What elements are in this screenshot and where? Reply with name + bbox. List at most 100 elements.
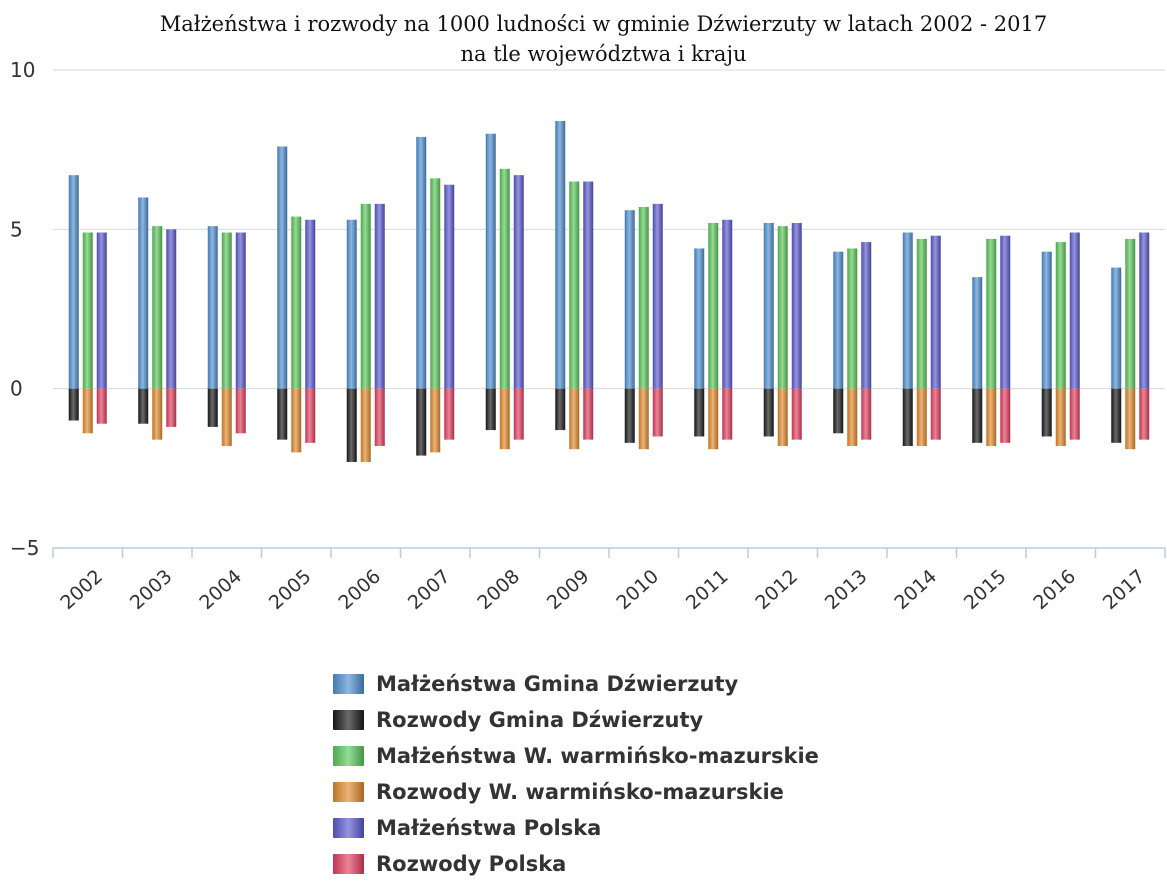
y-tick-label: 5: [10, 217, 23, 241]
legend-item[interactable]: Rozwody W. warmińsko-mazurskie: [333, 774, 819, 810]
bar: [986, 238, 997, 389]
bar: [305, 219, 316, 389]
bar: [96, 232, 107, 389]
bar: [1041, 251, 1052, 389]
bar: [777, 226, 788, 389]
bar: [444, 184, 455, 389]
bar: [722, 219, 733, 389]
bar: [291, 388, 302, 453]
bar: [861, 388, 872, 440]
bar: [861, 242, 872, 389]
bar: [485, 388, 496, 431]
bar: [555, 388, 566, 431]
chart-title: Małżeństwa i rozwody na 1000 ludności w …: [159, 12, 1048, 36]
bar: [652, 388, 663, 437]
bar: [847, 248, 858, 389]
bar: [277, 388, 288, 440]
bar: [1125, 238, 1136, 389]
bar: [652, 203, 663, 389]
bar: [986, 388, 997, 447]
bar: [833, 388, 844, 434]
bar: [972, 388, 983, 443]
bar: [624, 388, 635, 443]
bar: [346, 219, 357, 389]
bar: [791, 222, 802, 389]
bar: [1000, 235, 1011, 389]
legend-label: Małżeństwa W. warmińsko-mazurskie: [376, 744, 819, 768]
legend-item[interactable]: Małżeństwa Polska: [333, 810, 819, 846]
bar: [513, 175, 524, 389]
bar: [791, 388, 802, 440]
bar: [1069, 388, 1080, 440]
bar: [638, 207, 649, 389]
bar: [291, 216, 302, 389]
x-tick-label: 2010: [612, 565, 663, 614]
bar: [68, 388, 79, 421]
bar: [583, 388, 594, 440]
bar: [1000, 388, 1011, 443]
legend-label: Rozwody W. warmińsko-mazurskie: [376, 780, 784, 804]
bar: [569, 181, 580, 389]
bar: [763, 222, 774, 389]
legend-swatch: [333, 674, 364, 694]
bar: [374, 388, 385, 447]
legend-swatch: [333, 782, 364, 802]
legend-swatch: [333, 746, 364, 766]
x-tick-label: 2004: [195, 565, 246, 614]
bar: [583, 181, 594, 389]
bar: [346, 388, 357, 462]
y-tick-label: −5: [10, 536, 39, 560]
legend-label: Małżeństwa Polska: [376, 816, 602, 840]
x-tick-label: 2007: [404, 565, 455, 614]
legend-item[interactable]: Małżeństwa Gmina Dźwierzuty: [333, 666, 819, 702]
bar: [555, 120, 566, 389]
bar: [221, 232, 232, 389]
x-tick-label: 2008: [473, 565, 524, 614]
bar: [694, 248, 705, 389]
bar: [1111, 388, 1122, 443]
bar: [152, 226, 163, 389]
bar: [485, 133, 496, 389]
bar: [1139, 388, 1150, 440]
x-tick-label: 2002: [56, 565, 107, 614]
bar: [1055, 242, 1066, 389]
bar: [763, 388, 774, 437]
legend-label: Rozwody Polska: [376, 852, 567, 876]
legend-swatch: [333, 818, 364, 838]
bar: [207, 226, 218, 389]
bar: [1041, 388, 1052, 437]
bar: [360, 388, 371, 462]
legend-item[interactable]: Rozwody Gmina Dźwierzuty: [333, 702, 819, 738]
x-tick-label: 2015: [960, 565, 1011, 614]
legend-item[interactable]: Małżeństwa W. warmińsko-mazurskie: [333, 738, 819, 774]
bar: [235, 232, 246, 389]
x-tick-label: 2005: [265, 565, 316, 614]
bar: [513, 388, 524, 440]
x-tick-label: 2013: [821, 565, 872, 614]
bar: [235, 388, 246, 434]
bar: [68, 175, 79, 389]
legend-item[interactable]: Rozwody Polska: [333, 846, 819, 882]
bar: [360, 203, 371, 389]
bar: [694, 388, 705, 437]
x-tick-label: 2009: [543, 565, 594, 614]
x-tick-label: 2006: [334, 565, 385, 614]
x-axis: 2002 2003 2004 2005 2006 2007 2008 2009 2010 2011…: [52, 547, 1166, 614]
bar: [916, 238, 927, 389]
bar: [207, 388, 218, 427]
bar: [972, 277, 983, 389]
bar: [166, 229, 177, 389]
bar: [221, 388, 232, 447]
chart-subtitle: na tle województwa i kraju: [460, 42, 747, 66]
bar: [430, 178, 441, 389]
x-tick-label: 2016: [1029, 565, 1080, 614]
bar: [499, 388, 510, 450]
x-tick-label: 2012: [751, 565, 802, 614]
bar: [1055, 388, 1066, 447]
bar: [138, 388, 149, 424]
bar: [82, 388, 93, 434]
legend-label: Rozwody Gmina Dźwierzuty: [376, 708, 704, 732]
y-tick-label: 0: [10, 377, 23, 401]
